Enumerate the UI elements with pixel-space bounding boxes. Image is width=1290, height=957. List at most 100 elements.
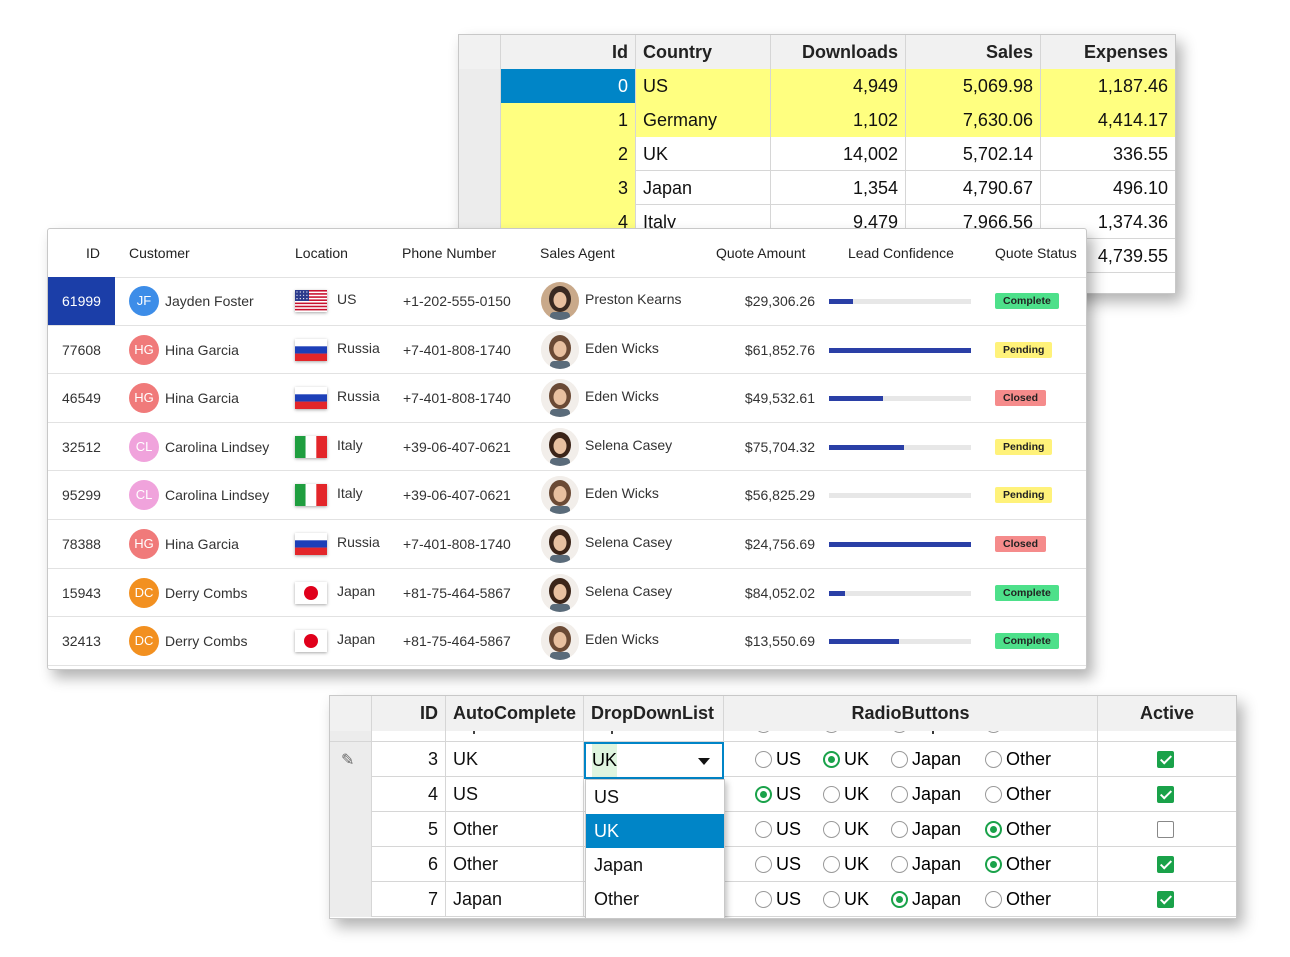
radio-us[interactable] — [755, 751, 772, 768]
active-checkbox[interactable] — [1157, 891, 1174, 908]
radio-us[interactable] — [755, 856, 772, 873]
cell-radiobuttons[interactable] — [724, 731, 1098, 741]
cell-country[interactable]: Italy — [636, 205, 771, 239]
row-header[interactable] — [330, 882, 372, 917]
cell-radiobuttons[interactable] — [724, 812, 1098, 847]
dropdown-option-us[interactable]: US — [594, 787, 620, 807]
cell-autocomplete[interactable]: UK — [446, 742, 584, 777]
cell-downloads[interactable]: 4,949 — [771, 69, 906, 103]
col-header-sales-agent[interactable]: Sales Agent — [540, 245, 615, 261]
cell-country[interactable]: Germany — [636, 103, 771, 137]
col-header-dropdownlist[interactable]: DropDownList — [584, 696, 724, 731]
row-header[interactable] — [330, 731, 372, 741]
cell-autocomplete[interactable]: Japan — [446, 882, 584, 917]
cell-expenses[interactable]: 336.55 — [1112, 144, 1168, 164]
cell-sales[interactable]: 5,069.98 — [906, 69, 1041, 103]
cell-downloads[interactable]: 14,002 — [771, 137, 906, 171]
col-header-country[interactable]: Country — [636, 35, 771, 69]
radio-us[interactable] — [755, 786, 772, 803]
cell-country[interactable]: US — [636, 69, 771, 103]
radio-uk[interactable] — [823, 786, 840, 803]
id-cell[interactable]: 32413 — [48, 617, 115, 665]
cell-sales[interactable]: 5,702.14 — [906, 137, 1041, 171]
radio-japan[interactable] — [891, 821, 908, 838]
cell-sales[interactable]: 7,630.06 — [906, 103, 1041, 137]
cell-expenses[interactable]: 496.10 — [1112, 178, 1168, 198]
active-checkbox[interactable] — [1157, 821, 1174, 838]
cell-active[interactable] — [1098, 812, 1236, 847]
col-header-active[interactable]: Active — [1098, 696, 1236, 731]
col-header-lead-confidence[interactable]: Lead Confidence — [848, 245, 954, 261]
col-header-quote-amount[interactable]: Quote Amount — [716, 245, 806, 261]
row-header-corner[interactable] — [330, 696, 372, 731]
id-cell[interactable]: 95299 — [48, 471, 115, 519]
row-header[interactable] — [330, 847, 372, 882]
radio-us[interactable] — [755, 891, 772, 908]
radio-uk[interactable] — [823, 856, 840, 873]
cell-id[interactable]: 3 — [501, 171, 636, 205]
radio-uk[interactable] — [823, 821, 840, 838]
cell-downloads[interactable]: 1,102 — [771, 103, 906, 137]
col-header-id[interactable]: ID — [86, 245, 100, 261]
cell-expenses[interactable]: 1,187.46 — [1041, 69, 1175, 103]
table-row[interactable]: 61999 JF Jayden Foster US +1-202-555-0150 Pre… — [48, 277, 1086, 326]
row-header[interactable] — [459, 137, 501, 171]
table-row[interactable]: 2 UK 14,002 5,702.14 336.55 — [459, 137, 1175, 171]
col-header-quote-status[interactable]: Quote Status — [995, 245, 1077, 261]
radio-other[interactable] — [985, 891, 1002, 908]
table-row[interactable]: ✎3UKUKUSUKJapanOther — [330, 742, 1236, 777]
active-checkbox[interactable] — [1157, 751, 1174, 768]
col-header-sales[interactable]: Sales — [906, 35, 1041, 69]
dropdown-arrow-icon[interactable] — [698, 758, 710, 765]
table-row[interactable]: 32413 DC Derry Combs Japan +81-75-464-5867 Ed… — [48, 617, 1086, 666]
id-cell[interactable]: 78388 — [48, 520, 115, 568]
dropdown-option-uk[interactable]: UK — [586, 814, 724, 848]
row-header-corner[interactable] — [459, 35, 501, 69]
cell-active[interactable] — [1098, 882, 1236, 917]
dropdown-option-other[interactable]: Other — [594, 889, 640, 909]
cell-downloads[interactable]: 9,479 — [771, 205, 906, 239]
radio-uk[interactable] — [823, 751, 840, 768]
cell-id[interactable]: 4 — [372, 777, 446, 812]
id-cell[interactable]: 32512 — [48, 423, 115, 471]
radio-other[interactable] — [985, 821, 1002, 838]
row-header[interactable] — [330, 812, 372, 847]
radio-other[interactable] — [985, 751, 1002, 768]
row-header[interactable] — [459, 171, 501, 205]
cell-sales[interactable]: 7,966.56 — [906, 205, 1041, 239]
row-header[interactable] — [459, 103, 501, 137]
cell-autocomplete[interactable]: US — [446, 777, 584, 812]
table-row[interactable]: 6 Other US UK Japan Other — [330, 847, 1236, 882]
cell-id[interactable] — [372, 731, 446, 741]
cell-id[interactable]: 6 — [372, 847, 446, 882]
cell-downloads[interactable]: 1,354 — [771, 171, 906, 205]
table-row[interactable]: 1 Germany 1,102 7,630.06 4,414.17 — [459, 103, 1175, 137]
cell-country[interactable]: Japan — [636, 171, 771, 205]
radio-japan[interactable] — [891, 751, 908, 768]
cell-dropdownlist[interactable]: Japan — [584, 731, 724, 741]
dropdownlist-editor[interactable]: UK — [584, 742, 724, 779]
table-row[interactable]: 7 Japan US UK Japan Other — [330, 882, 1236, 917]
col-header-location[interactable]: Location — [295, 245, 348, 261]
table-row[interactable]: 77608 HG Hina Garcia Russia +7-401-808-1740 E… — [48, 326, 1086, 375]
cell-id[interactable]: 5 — [372, 812, 446, 847]
cell-radiobuttons[interactable] — [724, 742, 1098, 777]
cell-autocomplete[interactable]: Other — [446, 812, 584, 847]
cell-expenses[interactable]: 4,739.55 — [1097, 246, 1168, 266]
id-cell[interactable]: 77608 — [48, 326, 115, 374]
cell-active[interactable] — [1098, 742, 1236, 777]
table-row[interactable]: 32512 CL Carolina Lindsey Italy +39-06-407-0… — [48, 423, 1086, 472]
id-cell[interactable]: 15943 — [48, 569, 115, 617]
col-header-id[interactable]: ID — [372, 696, 446, 731]
radio-japan[interactable] — [891, 786, 908, 803]
col-header-expenses[interactable]: Expenses — [1041, 35, 1175, 69]
id-cell[interactable]: 61999 — [48, 277, 115, 325]
table-row[interactable]: 78388 HG Hina Garcia Russia +7-401-808-1740 S… — [48, 520, 1086, 569]
cell-id[interactable]: 7 — [372, 882, 446, 917]
radio-japan[interactable] — [891, 891, 908, 908]
table-row-partial[interactable]: JapanJapanUSUKJapanOther — [330, 731, 1236, 742]
col-header-radiobuttons[interactable]: RadioButtons — [724, 696, 1098, 731]
dropdown-option-japan[interactable]: Japan — [594, 855, 644, 875]
cell-id[interactable]: 1 — [501, 103, 636, 137]
cell-sales[interactable]: 4,790.67 — [906, 171, 1041, 205]
